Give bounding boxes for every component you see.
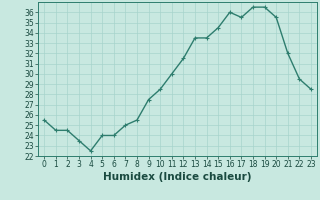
X-axis label: Humidex (Indice chaleur): Humidex (Indice chaleur)	[103, 172, 252, 182]
